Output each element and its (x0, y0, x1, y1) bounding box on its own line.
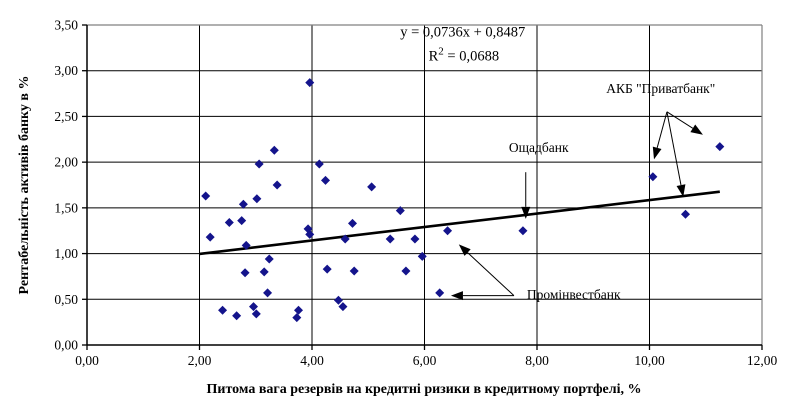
annotation-arrowhead (690, 124, 703, 135)
annotation-arrowhead (458, 244, 471, 256)
y-tick-label: 0,00 (54, 338, 78, 353)
x-axis-title: Питома вага резервів на кредитні ризики … (206, 382, 642, 397)
data-point (249, 302, 258, 312)
y-tick-label: 2,00 (54, 155, 78, 170)
data-point (340, 234, 350, 244)
annotation-arrowhead (450, 291, 463, 301)
data-point (205, 232, 215, 242)
data-point (715, 142, 725, 152)
annotation-arrowhead (652, 146, 662, 160)
data-point (305, 229, 315, 239)
annotation-label-oschadbank: Ощадбанк (508, 139, 569, 155)
data-point (264, 254, 274, 264)
data-point (240, 268, 250, 278)
r-squared-superscript: 2 (438, 45, 444, 58)
r-squared-value: = 0,0688 (443, 48, 500, 65)
x-tick-label: 6,00 (413, 353, 437, 368)
annotation-arrow-line (666, 111, 682, 186)
data-point (251, 309, 261, 319)
y-tick-label: 0,50 (54, 292, 78, 307)
data-point (417, 251, 427, 261)
annotation-arrowhead (676, 184, 686, 197)
data-point (292, 313, 302, 323)
data-point (395, 206, 405, 216)
x-tick-label: 4,00 (300, 353, 324, 368)
data-point (254, 159, 264, 169)
data-point (443, 226, 453, 236)
y-tick-label: 1,50 (54, 200, 78, 215)
data-point (681, 209, 690, 219)
annotation-arrow-line (666, 111, 694, 129)
annotation-label-privatbank: АКБ "Приватбанк" (606, 81, 716, 96)
data-point (237, 216, 247, 226)
x-tick-label: 8,00 (525, 353, 549, 368)
data-point (349, 266, 359, 276)
data-point (338, 302, 348, 312)
trendline-equation-label: y = 0,0736x + 0,8487 (400, 24, 526, 41)
y-tick-label: 3,00 (54, 63, 78, 78)
data-point (259, 267, 269, 277)
data-point (294, 305, 303, 315)
annotation-label-prominvestbank: Промінвестбанк (526, 286, 621, 302)
annotation-arrow-line (656, 111, 668, 148)
data-point (321, 175, 330, 185)
x-tick-label: 2,00 (188, 353, 212, 368)
data-point (232, 311, 242, 321)
data-point (385, 234, 395, 244)
data-point (201, 191, 211, 201)
y-tick-label: 1,00 (54, 246, 78, 261)
y-tick-label: 2,50 (54, 109, 78, 124)
data-point (241, 240, 251, 250)
x-tick-label: 0,00 (75, 353, 99, 368)
data-point (401, 266, 411, 276)
trendline-r-squared-label: R2 = 0,0688 (428, 45, 500, 66)
data-point (224, 217, 234, 227)
data-point (314, 159, 324, 169)
data-point (305, 78, 315, 88)
data-point (218, 305, 228, 315)
data-point (435, 288, 445, 298)
x-tick-label: 12,00 (747, 353, 778, 368)
data-point (333, 295, 343, 305)
x-tick-label: 10,00 (634, 353, 665, 368)
data-point (238, 199, 248, 209)
y-tick-label: 3,50 (54, 18, 78, 33)
data-point (518, 226, 528, 236)
data-point (269, 145, 279, 155)
y-axis-title: Рентабельність активів банку в % (17, 75, 32, 295)
trend-line (199, 190, 720, 256)
data-point (322, 264, 332, 274)
data-point (272, 180, 282, 190)
annotation-arrowhead (521, 206, 531, 219)
annotation-arrow-line (467, 252, 515, 296)
data-point (410, 234, 420, 244)
data-point (648, 172, 658, 182)
r-squared-base: R (428, 48, 439, 65)
data-point (367, 182, 377, 192)
data-point (348, 218, 357, 228)
data-point (263, 288, 273, 298)
data-point (252, 194, 262, 204)
